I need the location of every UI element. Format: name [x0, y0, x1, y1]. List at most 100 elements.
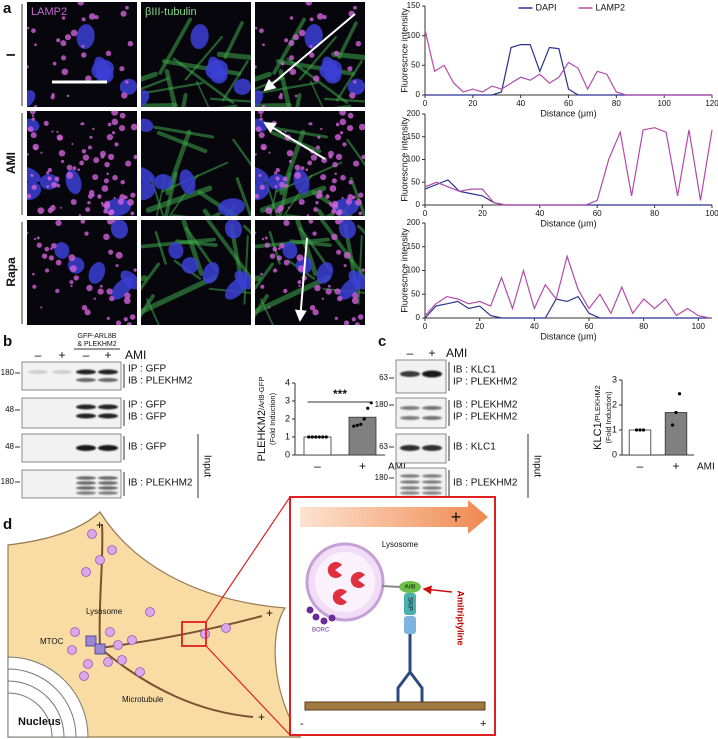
tubulin-fiber — [141, 77, 170, 91]
y-axis-label-note: (Fold Induction) — [604, 391, 613, 444]
lamp2-spot — [334, 134, 342, 141]
lamp2-spot — [275, 207, 282, 214]
lamp2-spot — [297, 280, 302, 285]
tubulin-fiber — [209, 97, 251, 103]
lamp2-spot — [314, 284, 321, 292]
lamp2-spot — [111, 131, 116, 135]
lamp2-spot — [274, 185, 278, 188]
lamp2-spot — [112, 220, 116, 223]
blot-band — [76, 486, 96, 490]
nucleus — [168, 242, 184, 259]
tubulin-fiber — [154, 230, 167, 265]
lamp2-spot — [119, 66, 125, 72]
blot-label: IP : GFP — [128, 364, 166, 375]
blot-label: IB : PLEKHM2 — [128, 478, 193, 489]
panel-label: c — [378, 333, 386, 350]
lamp2-spot — [73, 275, 79, 281]
lamp2-spot — [68, 254, 76, 262]
lane-label: + — [428, 346, 435, 360]
lamp2-spot — [317, 135, 321, 139]
data-point — [670, 423, 675, 427]
lamp2-spot — [31, 117, 35, 121]
lamp2-spot — [130, 211, 135, 216]
x-tick-label: 0 — [423, 322, 428, 331]
lamp2-spot — [294, 164, 301, 171]
cargo — [332, 589, 347, 605]
data-point — [317, 435, 321, 439]
lamp2-spot — [37, 207, 45, 214]
nucleus — [348, 270, 365, 290]
lamp2-spot — [283, 220, 290, 227]
blot-band — [400, 416, 420, 420]
lamp2-spot — [343, 264, 347, 268]
lamp2-spot — [125, 5, 129, 10]
lamp2-spot — [308, 220, 314, 224]
lamp2-spot — [47, 207, 54, 214]
x-tick-label: 100 — [657, 99, 671, 108]
lamp2-spot — [27, 153, 29, 156]
lamp2-spot — [81, 17, 86, 22]
nucleus — [218, 198, 245, 216]
data-point — [677, 392, 682, 396]
nucleus — [338, 220, 356, 239]
lamp2-spot — [109, 295, 115, 302]
blot-band — [422, 370, 442, 378]
data-point — [352, 424, 356, 428]
lamp2-spot — [340, 174, 346, 181]
bar — [664, 412, 688, 456]
nucleus-membrane — [7, 668, 77, 738]
mw-marker: 48 — [5, 442, 14, 451]
lamp2-spot — [130, 123, 137, 131]
x-tick-label: 20 — [475, 322, 484, 331]
lamp2-spot — [86, 284, 93, 292]
lamp2-spot — [77, 168, 81, 172]
lamp2-spot — [310, 154, 318, 161]
nucleus — [347, 78, 365, 95]
lamp2-spot — [331, 203, 339, 210]
x-tick-label: 20 — [478, 209, 487, 218]
lamp2-spot — [282, 176, 288, 182]
lamp2-spot — [259, 114, 263, 117]
lamp2-spot — [347, 194, 354, 201]
lamp2-spot — [334, 288, 341, 295]
lamp2-spot — [71, 143, 74, 146]
lamp2-spot — [32, 284, 37, 289]
lamp2-spot — [260, 272, 263, 276]
lamp2-spot — [335, 210, 342, 216]
x-tick-label: 80 — [650, 209, 659, 218]
x-tick-label: 80 — [612, 99, 621, 108]
lamp2-spot — [315, 145, 320, 150]
blot-band — [98, 445, 118, 451]
lamp2-spot — [325, 288, 332, 295]
lamp2-spot — [289, 16, 294, 20]
x-tick-label: 120 — [705, 99, 718, 108]
lamp2-spot — [288, 40, 295, 47]
lamp2-spot — [264, 236, 268, 240]
micrograph — [255, 111, 365, 216]
y-tick-label: 150 — [407, 132, 421, 141]
lamp2-spot — [66, 171, 74, 179]
nucleus — [319, 59, 343, 80]
lamp2-spot — [97, 288, 104, 295]
lamp2-spot — [55, 220, 62, 227]
lamp2-spot — [269, 253, 276, 259]
tubulin-fiber — [285, 214, 304, 216]
lamp2-spot — [56, 183, 61, 188]
zoom-box — [181, 621, 207, 647]
blot-label: IP : PLEKHM2 — [453, 412, 518, 423]
micrograph — [141, 111, 251, 216]
lamp2-spot — [358, 123, 365, 131]
micrograph — [27, 220, 137, 325]
lamp2-spot — [305, 2, 313, 6]
x-tick-label: 60 — [593, 209, 602, 218]
lamp2-spot — [100, 201, 104, 205]
lamp2-spot — [106, 172, 109, 175]
lamp2-spot — [331, 178, 337, 184]
tubulin-fiber — [232, 138, 251, 167]
lamp2-spot — [111, 118, 119, 126]
lamp2-spot — [298, 284, 301, 288]
data-point — [321, 435, 325, 439]
lamp2-spot — [87, 193, 94, 199]
tubulin-fiber — [208, 287, 251, 294]
lamp2-spot — [332, 161, 338, 168]
